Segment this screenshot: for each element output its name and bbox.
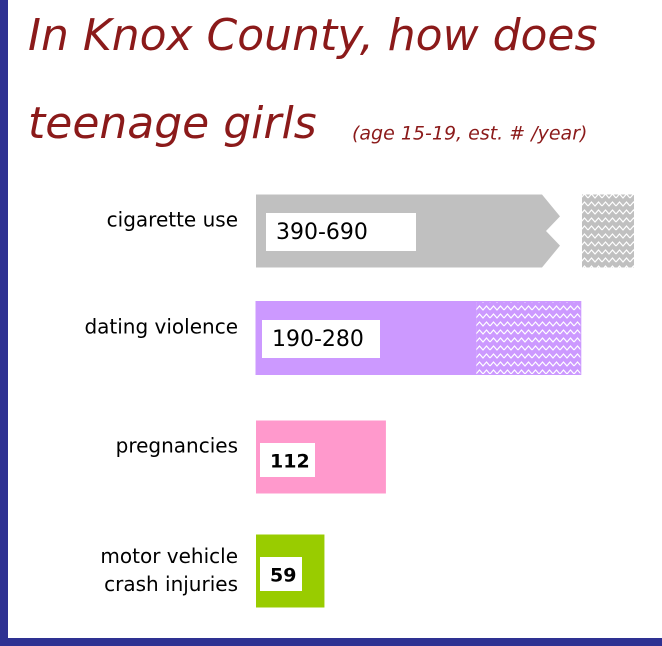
chart-title: In Knox County, how does <box>28 10 597 61</box>
label-box <box>262 320 380 358</box>
chart-title-line2: teenage girls <box>28 98 317 149</box>
range-hatch <box>476 301 581 375</box>
label-box <box>266 213 416 251</box>
label-box <box>260 443 315 477</box>
value-label: 190-280 <box>272 327 364 352</box>
chart-subtitle: (age 15-19, est. # /year) <box>352 123 587 145</box>
category-label: cigarette use <box>107 208 238 232</box>
range-outline <box>255 301 582 375</box>
category-label: dating violence <box>84 315 238 339</box>
value-label: 390-690 <box>276 220 368 245</box>
category-label: pregnancies <box>116 434 238 458</box>
category-label: motor vehicle crash injuries <box>100 544 238 596</box>
label-box <box>260 557 302 591</box>
value-label: 112 <box>270 451 310 473</box>
value-label: 59 <box>270 565 296 587</box>
hatch <box>582 194 634 268</box>
